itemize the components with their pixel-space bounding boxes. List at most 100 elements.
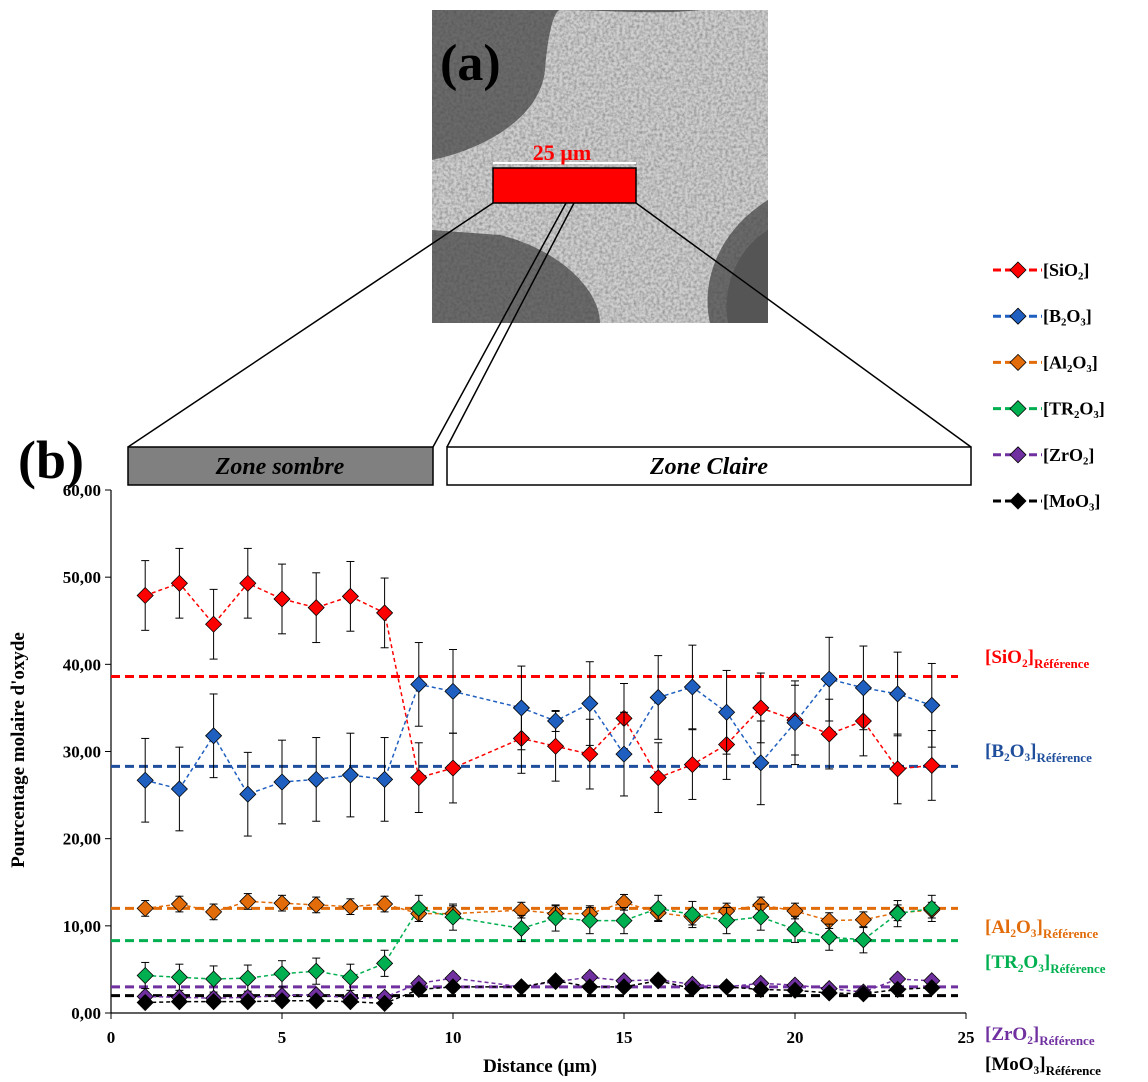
analysis-zone [492,167,637,204]
data-point [615,745,633,763]
data-point [889,760,907,778]
data-point [410,899,428,917]
x-tick-label: 15 [616,1028,633,1047]
y-tick-label: 10,00 [63,917,101,936]
data-point [341,766,359,784]
data-point [444,978,462,996]
data-point [547,712,565,730]
legend-marker [1009,492,1027,510]
zoom-line [635,202,972,448]
y-tick-label: 60,00 [63,481,101,500]
reference-formula: [Al₂O₃] [985,917,1043,938]
reference-formula: [TR₂O₃] [985,952,1050,973]
data-point [444,682,462,700]
data-point [683,905,701,924]
reference-formula: [MoO₃] [985,1054,1046,1075]
zoom-line [446,202,575,448]
y-tick-label: 40,00 [63,655,101,674]
data-point [923,899,941,917]
data-point [170,895,188,913]
data-point [273,965,291,983]
legend-label: [SiO₂] [1043,260,1089,280]
series-line [145,900,932,922]
zone-label: Zone Claire [649,454,768,480]
legend-label: [MoO₃] [1043,491,1100,511]
data-point [923,756,941,775]
data-point [923,979,941,997]
legend-marker [1009,353,1027,371]
series-line [145,678,933,796]
data-point [376,770,394,788]
data-point [854,985,872,1003]
data-point [581,745,599,763]
data-point [205,903,223,921]
data-point [136,899,154,917]
y-tick-label: 20,00 [63,830,101,849]
data-point [752,908,770,926]
data-point [581,978,599,996]
data-point [341,587,359,605]
data-point [786,981,804,999]
data-point [205,615,223,633]
data-point [444,759,462,777]
data-point [273,992,291,1010]
series-line [145,907,932,980]
data-point [854,679,872,697]
data-point [512,978,530,996]
data-point [376,604,394,622]
data-point [649,688,667,707]
zoom-lines [127,202,972,448]
zoom-line [127,202,494,448]
data-point [547,737,565,755]
zone-box [446,446,972,486]
data-point [341,968,359,986]
dark-phase [726,230,768,323]
data-point [923,696,941,714]
data-point [136,966,154,985]
data-point [752,699,770,717]
data-point [239,969,257,987]
data-point [786,714,804,732]
legend-label: [TR₂O₃] [1043,399,1105,419]
data-point [205,993,223,1011]
data-point [239,574,257,592]
reference-formula: [ZrO₂] [985,1024,1039,1045]
data-point [615,978,633,996]
legend-marker [1009,261,1027,279]
reference-formula: [B₂O₃] [985,741,1037,762]
data-point [854,931,872,949]
reference-subscript: Référence [1050,961,1106,976]
data-point [820,928,838,946]
reference-label: [SiO₂]Référence [985,647,1090,671]
data-point [410,769,428,787]
data-point [307,992,325,1010]
data-point [718,703,736,721]
y-tick-label: 0,00 [71,1004,101,1023]
data-point [341,898,359,916]
data-point [205,727,223,745]
data-point [889,685,907,703]
zone-label: Zone sombre [215,454,345,480]
data-point [889,905,907,923]
data-point [683,980,701,998]
reference-label: [MoO₃]Référence [985,1054,1101,1078]
data-point [581,912,599,930]
x-axis-title: Distance (µm) [483,1056,597,1077]
legend-label: [ZrO₂] [1043,445,1094,465]
y-tick-label: 50,00 [63,568,101,587]
data-point [820,725,838,743]
data-point [649,972,667,990]
texture [432,10,768,323]
data-point [170,780,188,798]
data-point [205,970,223,988]
data-point [136,993,154,1012]
data-point [752,980,770,999]
data-point [547,909,565,927]
x-tick-label: 0 [107,1028,116,1047]
y-tick-label: 30,00 [63,743,101,762]
panel-label: (a) [440,35,501,92]
data-point [376,895,394,913]
legend-marker [1009,446,1027,464]
reference-subscript: Référence [1034,656,1090,671]
